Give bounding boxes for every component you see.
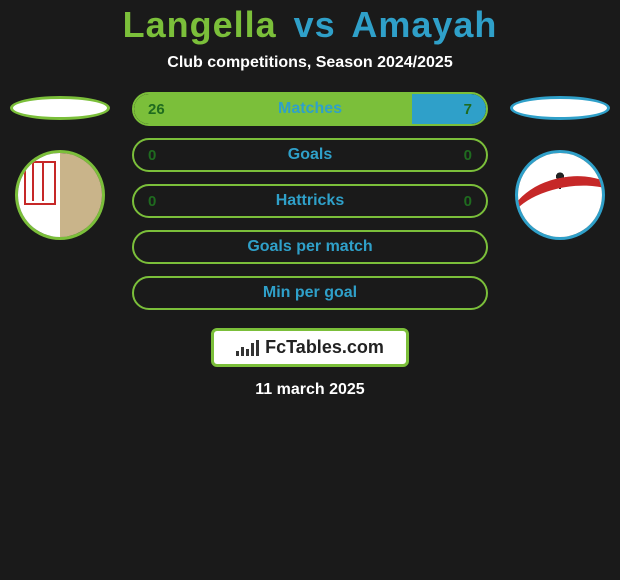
left-badges — [0, 92, 120, 240]
brand-text: FcTables.com — [265, 337, 384, 358]
date: 11 march 2025 — [255, 381, 364, 399]
stat-label: Hattricks — [134, 186, 486, 216]
stat-bar: Goals per match — [132, 230, 488, 264]
comparison-card: Langella vs Amayah Club competitions, Se… — [0, 0, 620, 399]
stat-label: Goals per match — [134, 232, 486, 262]
title-player2: Amayah — [351, 4, 497, 45]
title-vs: vs — [294, 4, 336, 45]
stat-label: Matches — [134, 94, 486, 124]
player1-ellipse — [10, 96, 110, 120]
club2-logo — [515, 150, 605, 240]
club1-logo-art — [18, 153, 102, 237]
footer: FcTables.com 11 march 2025 — [0, 328, 620, 399]
brand-badge: FcTables.com — [211, 328, 409, 367]
stat-bar: 00Goals — [132, 138, 488, 172]
stat-bar: 00Hattricks — [132, 184, 488, 218]
stat-label: Min per goal — [134, 278, 486, 308]
right-badges — [500, 92, 620, 240]
player2-ellipse — [510, 96, 610, 120]
chart-icon — [236, 340, 259, 356]
stat-label: Goals — [134, 140, 486, 170]
title-player1: Langella — [123, 4, 277, 45]
subtitle: Club competitions, Season 2024/2025 — [0, 54, 620, 72]
main-grid: 267Matches 00Goals 00Hattricks Goals per ma… — [0, 92, 620, 310]
club2-logo-art — [518, 153, 602, 237]
stat-bar: 267Matches — [132, 92, 488, 126]
stat-bar: Min per goal — [132, 276, 488, 310]
page-title: Langella vs Amayah — [0, 4, 620, 46]
stats-column: 267Matches 00Goals 00Hattricks Goals per ma… — [120, 92, 500, 310]
club1-logo — [15, 150, 105, 240]
